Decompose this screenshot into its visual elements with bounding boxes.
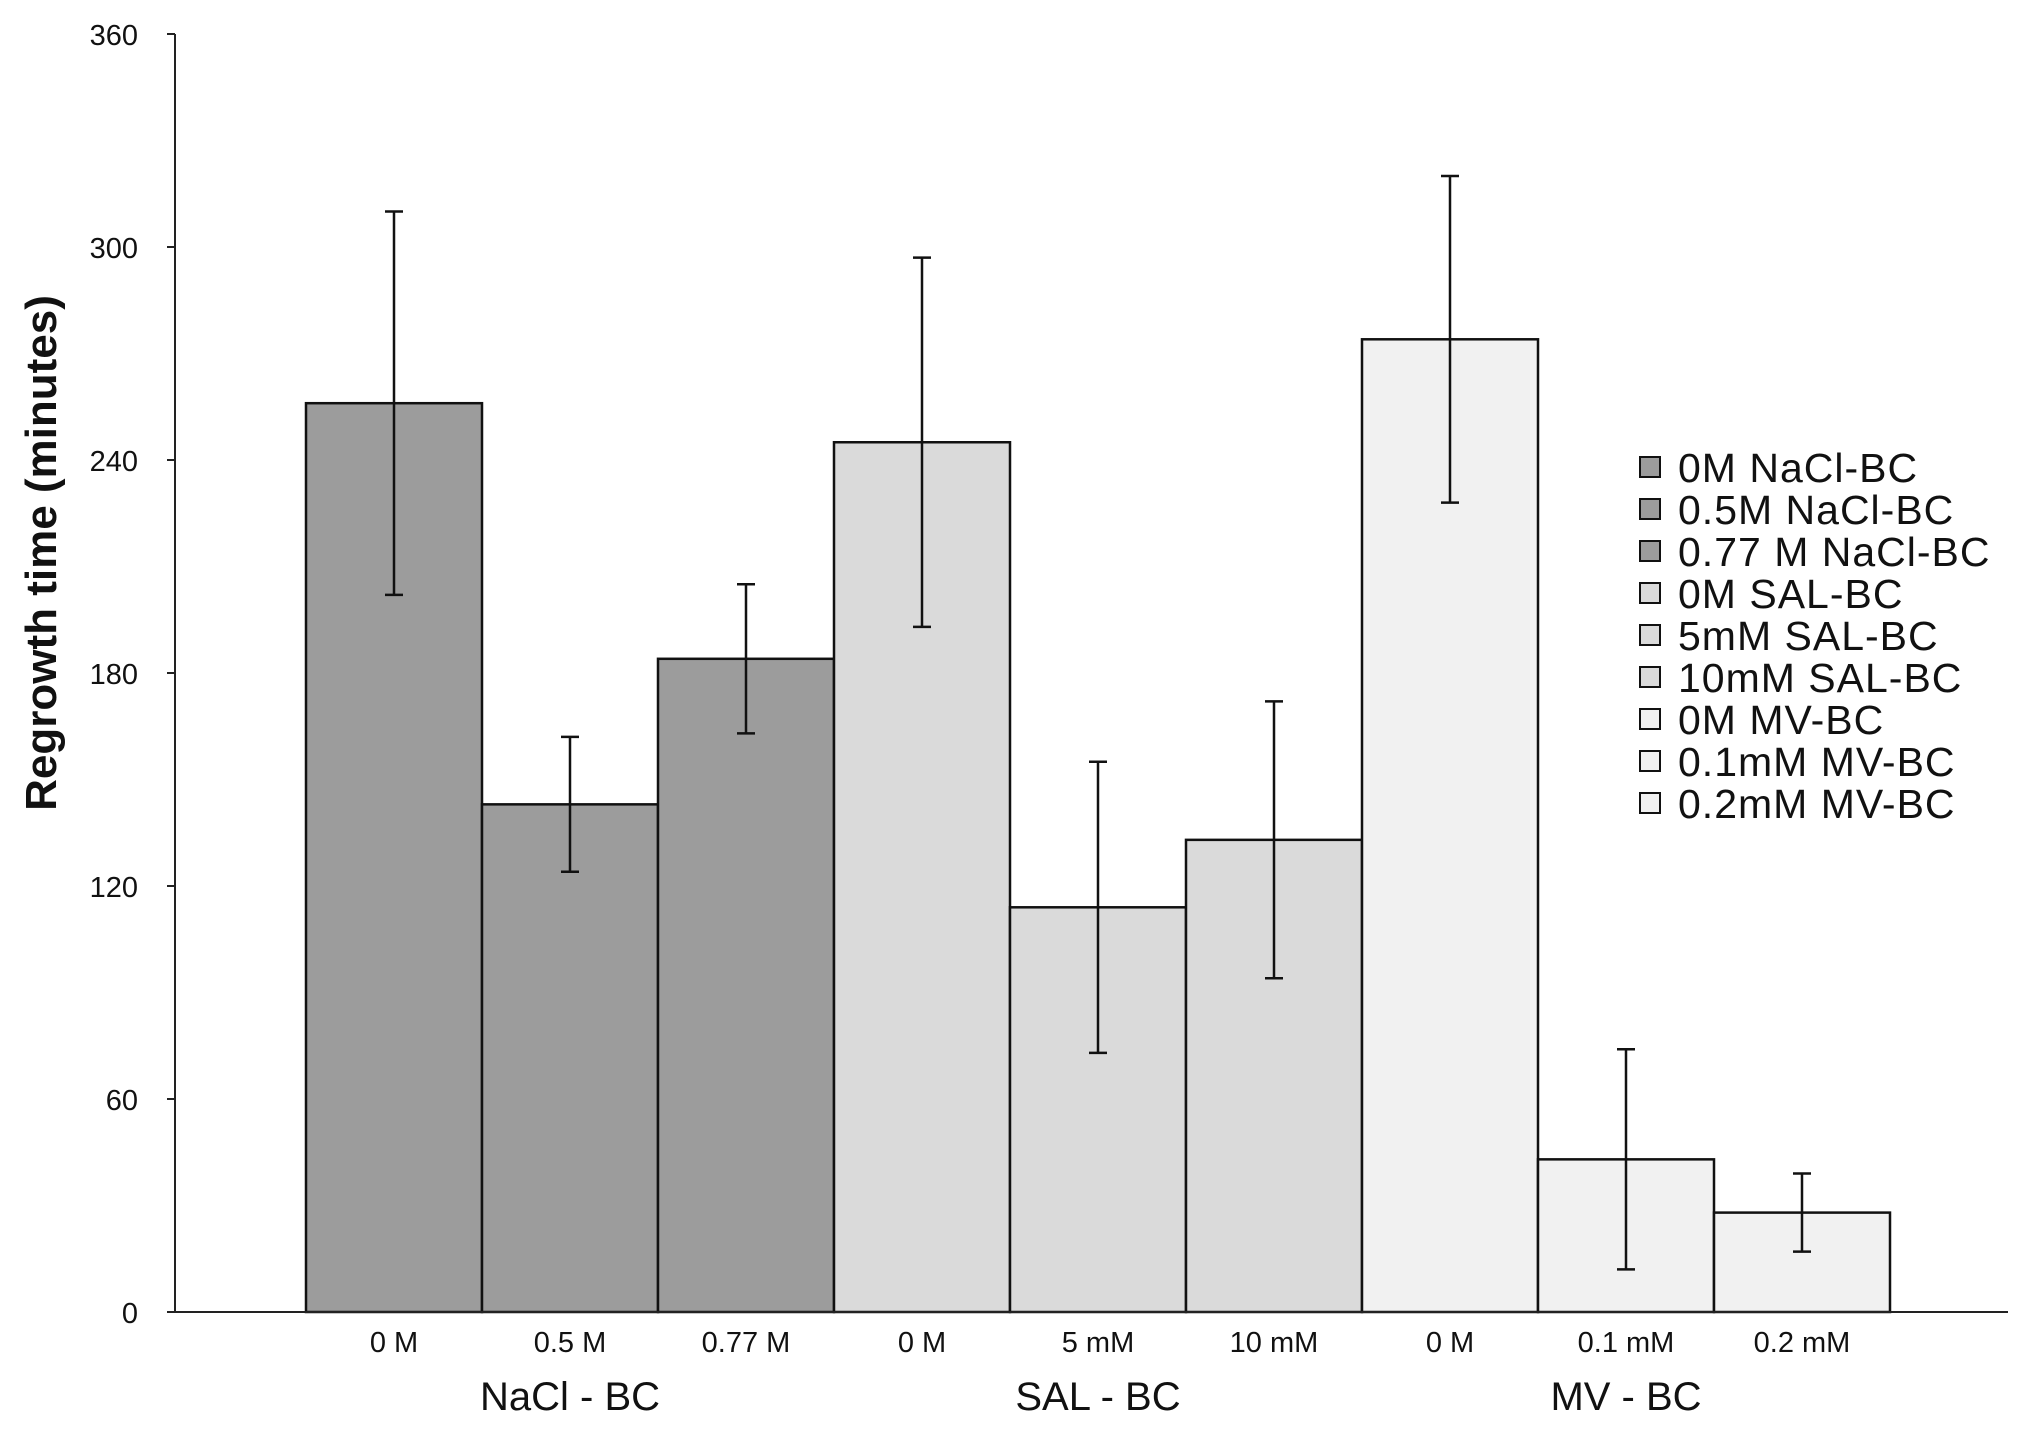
category-label: 0.2 mM [1754,1327,1851,1359]
legend-item: 0.2mM MV-BC [1639,781,1956,827]
legend-label: 0.1mM MV-BC [1678,739,1956,785]
error-bar-1-2 [1265,700,1283,980]
y-tick-label: 120 [90,872,138,904]
legend-swatch [1639,540,1661,562]
error-bar-0-0 [385,210,403,597]
legend-swatch [1639,498,1661,520]
legend-label: 0.5M NaCl-BC [1678,487,1954,533]
category-label: 0.77 M [702,1327,791,1359]
legend-label: 0.77 M NaCl-BC [1678,529,1990,575]
error-bar-1-1 [1089,760,1107,1055]
error-bar-2-0 [1441,174,1459,504]
category-label: 10 mM [1230,1327,1319,1359]
axes-layer [167,33,2008,1313]
legend-label: 5mM SAL-BC [1678,613,1939,659]
y-tick-label: 60 [106,1085,138,1117]
bar-nacl-bc-2 [656,657,836,1314]
legend-label: 10mM SAL-BC [1678,655,1962,701]
error-bar-0-2 [737,583,755,735]
category-label: 5 mM [1062,1327,1135,1359]
category-label: 0 M [370,1327,418,1359]
error-bars-layer [385,174,1811,1271]
legend-label: 0M MV-BC [1678,697,1884,743]
category-label: 0 M [898,1327,946,1359]
category-label: 0.5 M [534,1327,607,1359]
legend-swatch [1639,666,1661,688]
group-label: SAL - BC [1015,1375,1180,1419]
legend-swatch [1639,750,1661,772]
legend-label: 0.2mM MV-BC [1678,781,1956,827]
group-label: NaCl - BC [480,1375,660,1419]
legend-item: 0M MV-BC [1639,697,1884,743]
error-bar-2-2 [1793,1172,1811,1253]
legend-item: 5mM SAL-BC [1639,613,1939,659]
labels-layer: 0 M 0.5 M 0.77 M NaCl - BC 0 M 5 mM 10 mM SAL -… [17,20,1850,1419]
legend-swatch [1639,708,1661,730]
legend-swatch [1639,456,1661,478]
error-bar-1-0 [913,256,931,629]
y-tick-label: 360 [90,20,138,52]
category-label: 0 M [1426,1327,1474,1359]
y-tick-label: 180 [90,659,138,691]
group-label: MV - BC [1550,1375,1701,1419]
legend-item: 0.1mM MV-BC [1639,739,1956,785]
legend-item: 0.5M NaCl-BC [1639,487,1954,533]
y-tick-label: 240 [90,446,138,478]
legend-item: 0.77 M NaCl-BC [1639,529,1990,575]
legend-swatch [1639,792,1661,814]
legend-label: 0M SAL-BC [1678,571,1903,617]
legend-swatch [1639,624,1661,646]
legend-item: 0M SAL-BC [1639,571,1903,617]
legend-item: 10mM SAL-BC [1639,655,1962,701]
bar-nacl-bc-1 [480,803,660,1314]
legend-swatch [1639,582,1661,604]
error-bar-0-1 [561,735,579,874]
legend-label: 0M NaCl-BC [1678,445,1918,491]
error-bar-2-1 [1617,1048,1635,1271]
category-label: 0.1 mM [1578,1327,1675,1359]
y-axis-label: Regrowth time (minutes) [17,295,66,811]
y-tick-label: 300 [90,233,138,265]
legend-item: 0M NaCl-BC [1639,445,1918,491]
y-tick-label: 0 [122,1298,138,1330]
